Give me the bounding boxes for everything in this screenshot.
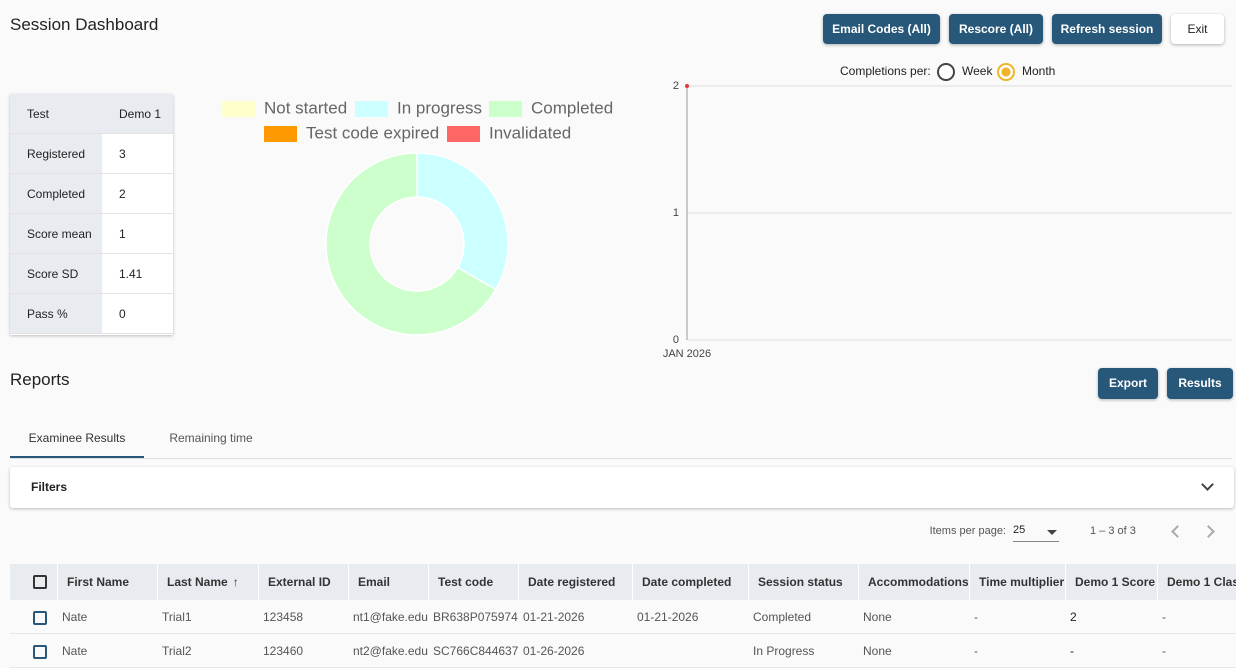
legend-label: Not started xyxy=(264,98,347,117)
row-checkbox[interactable] xyxy=(33,611,47,625)
report-button[interactable]: Results xyxy=(1167,368,1233,399)
legend-label: Completed xyxy=(531,98,613,117)
column-header[interactable]: Accommodations xyxy=(858,564,969,600)
table-cell: BR638P075974 xyxy=(433,610,518,624)
legend-swatch xyxy=(264,126,297,142)
radio-label[interactable]: Month xyxy=(1022,64,1056,78)
header-checkbox[interactable] xyxy=(33,575,47,589)
paginator-label: Items per page: xyxy=(929,525,1006,537)
x-tick-label: JAN 2026 xyxy=(663,348,711,360)
charts: Not started In progress Completed Test code… xyxy=(222,80,1232,360)
tab[interactable]: Remaining time xyxy=(169,431,253,445)
table-cell: - xyxy=(1162,644,1166,658)
column-header[interactable]: Session status xyxy=(748,564,858,600)
page-size-arrow[interactable] xyxy=(1047,530,1057,535)
column-header[interactable]: Time multiplier xyxy=(969,564,1065,600)
stats-label: Completed xyxy=(10,174,102,214)
y-tick-label: 0 xyxy=(673,334,679,346)
column-header[interactable]: Email xyxy=(348,564,428,600)
table-cell: In Progress xyxy=(753,644,815,658)
table-cell: 01-21-2026 xyxy=(523,610,585,624)
legend-swatch xyxy=(222,101,255,117)
stats-label: Test xyxy=(10,94,102,134)
page-size[interactable]: 25 xyxy=(1013,524,1059,542)
column-header[interactable]: First Name xyxy=(57,564,157,600)
table-cell: - xyxy=(974,644,978,658)
legend-label: In progress xyxy=(397,98,482,117)
filters-label[interactable]: Filters xyxy=(31,480,68,494)
table-cell: nt1@fake.edu xyxy=(353,610,428,624)
table-cell: 123458 xyxy=(263,610,304,624)
completions-label: Completions per: xyxy=(840,64,931,78)
page-title: Session Dashboard xyxy=(10,15,159,34)
reports-title: Reports xyxy=(10,370,70,389)
table-cell: 01-26-2026 xyxy=(523,644,585,658)
column-header[interactable]: Demo 1 Clas xyxy=(1157,564,1236,600)
stats-value: 0 xyxy=(102,294,173,334)
column-header[interactable]: Date registered xyxy=(518,564,632,600)
header-button[interactable]: Exit xyxy=(1171,14,1224,44)
stats-value: 2 xyxy=(102,174,173,214)
table-cell: Nate xyxy=(62,644,88,658)
donut-segment xyxy=(325,152,497,336)
table-cell: - xyxy=(1162,610,1166,624)
legend-swatch xyxy=(489,101,522,117)
column-header[interactable]: Date completed xyxy=(632,564,748,600)
page-nav[interactable] xyxy=(1202,525,1215,538)
table-cell: - xyxy=(1070,644,1074,658)
report-button[interactable]: Export xyxy=(1098,368,1158,399)
legend-swatch xyxy=(447,126,480,142)
table-cell: None xyxy=(863,644,892,658)
column-header[interactable]: Demo 1 Score xyxy=(1065,564,1157,600)
header-button[interactable]: Email Codes (All) xyxy=(823,14,940,44)
tab-divider xyxy=(10,458,1232,459)
tab[interactable]: Examinee Results xyxy=(10,420,144,458)
table-cell: Trial1 xyxy=(162,610,192,624)
line-point xyxy=(685,84,689,88)
column-header[interactable]: Last Name ↑ xyxy=(157,564,258,600)
stats-label: Pass % xyxy=(10,294,102,334)
radio[interactable] xyxy=(937,63,955,81)
column-header[interactable]: External ID xyxy=(258,564,348,600)
row-checkbox[interactable] xyxy=(33,645,47,659)
donut-segment xyxy=(416,152,509,291)
table-cell: 01-21-2026 xyxy=(637,610,699,624)
legend-swatch xyxy=(355,101,388,117)
stats-value: 1 xyxy=(102,214,173,254)
table-cell: Trial2 xyxy=(162,644,192,658)
table-cell: Completed xyxy=(753,610,812,624)
legend-label: Test code expired xyxy=(306,123,439,142)
radio[interactable] xyxy=(997,63,1015,81)
table-cell: - xyxy=(974,610,978,624)
y-tick-label: 2 xyxy=(673,80,679,92)
stats-value: Demo 1 xyxy=(102,94,173,134)
y-tick-label: 1 xyxy=(673,207,679,219)
table-cell: None xyxy=(863,610,892,624)
table-header-bg xyxy=(10,564,1236,600)
sort-arrow[interactable]: ↑ xyxy=(232,575,239,589)
header-button[interactable]: Refresh session xyxy=(1052,14,1162,44)
filters-panel[interactable] xyxy=(10,467,1234,508)
stats-value: 1.41 xyxy=(102,254,173,294)
stats-label: Registered xyxy=(10,134,102,174)
table-cell: Nate xyxy=(62,610,88,624)
row-divider xyxy=(10,633,1236,634)
page-nav[interactable] xyxy=(1171,525,1184,538)
table-cell: nt2@fake.edu xyxy=(353,644,428,658)
legend-label: Invalidated xyxy=(489,123,571,142)
column-header[interactable]: Test code xyxy=(428,564,518,600)
stats-value: 3 xyxy=(102,134,173,174)
table-cell: 123460 xyxy=(263,644,304,658)
stats-label: Score SD xyxy=(10,254,102,294)
table-cell: SC766C844637 xyxy=(433,644,518,658)
page-range: 1 – 3 of 3 xyxy=(1090,525,1136,537)
radio-label[interactable]: Week xyxy=(962,64,993,78)
stats-label: Score mean xyxy=(10,214,102,254)
header-button[interactable]: Rescore (All) xyxy=(949,14,1043,44)
table-cell: 2 xyxy=(1070,610,1077,624)
